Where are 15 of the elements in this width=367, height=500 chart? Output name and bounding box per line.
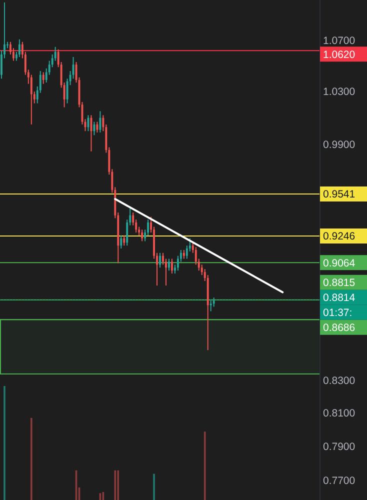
ref-line-label: 0.9064 — [323, 257, 356, 270]
text: 01:37: — [323, 307, 352, 320]
y-tick-label: 0.7900 — [323, 440, 356, 453]
y-tick-label: 0.9900 — [323, 138, 356, 151]
legend-label: 0.8815 — [323, 277, 356, 290]
y-tick-label: 0.8300 — [323, 374, 356, 387]
ref-line-label: 0.8814 — [323, 292, 356, 304]
y-tick-label: 1.0300 — [323, 86, 356, 98]
y-tick-label: 0.7700 — [323, 475, 356, 488]
ref-line-label: 0.8686 — [323, 322, 356, 334]
ref-line-label: 0.9541 — [323, 188, 356, 201]
ref-line-label: 1.0620 — [323, 48, 356, 61]
y-tick-label: 0.8100 — [323, 407, 356, 420]
y-tick-label: 1.0700 — [323, 34, 356, 47]
ref-line-label: 0.9246 — [323, 230, 356, 243]
